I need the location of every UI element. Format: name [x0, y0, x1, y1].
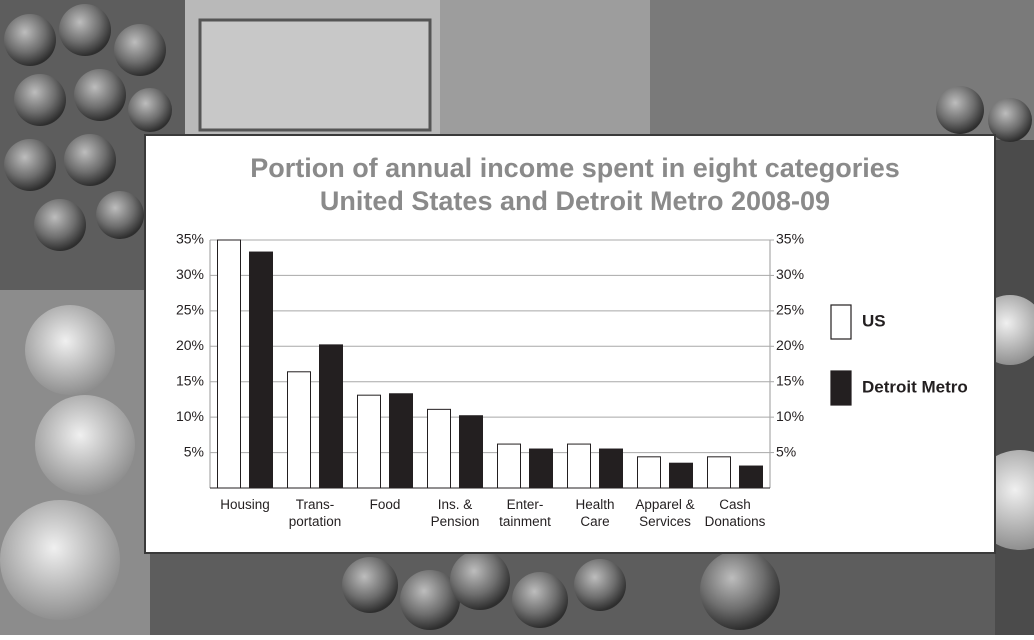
y2-tick-label: 15% — [776, 372, 804, 388]
y2-tick-label: 10% — [776, 408, 804, 424]
bar — [459, 415, 483, 489]
x-tick-label-line: Apparel & — [635, 497, 694, 512]
x-tick-label: Trans-portation — [289, 497, 342, 529]
y-tick-label: 20% — [176, 337, 204, 353]
x-tick-label-line: Ins. & — [438, 497, 473, 512]
y-tick-label: 10% — [176, 408, 204, 424]
x-tick-label-line: Services — [639, 514, 691, 529]
x-tick-label: Housing — [220, 497, 270, 512]
y2-tick-label: 5% — [776, 443, 796, 459]
y2-tick-label: 35% — [776, 231, 804, 247]
bar — [287, 371, 311, 489]
bar — [217, 239, 241, 489]
bar — [739, 465, 763, 489]
y2-tick-label: 25% — [776, 302, 804, 318]
bar — [319, 344, 343, 489]
x-tick-label: Health Care — [575, 497, 614, 529]
bar — [567, 443, 591, 489]
legend-swatch — [830, 370, 852, 406]
y2-tick-label: 30% — [776, 266, 804, 282]
bar — [529, 448, 553, 489]
x-tick-label-line: Food — [370, 497, 401, 512]
bar — [707, 456, 731, 489]
x-tick-label-line: Cash — [719, 497, 751, 512]
x-tick-label: Apparel & Services — [635, 497, 694, 529]
x-tick-label-line: Housing — [220, 497, 270, 512]
bar — [357, 394, 381, 489]
x-tick-label: Enter-tainment — [499, 497, 551, 529]
x-tick-label: Ins. & Pension — [431, 497, 480, 529]
bar — [637, 456, 661, 489]
legend-swatch — [830, 304, 852, 340]
bar — [497, 443, 521, 489]
y-tick-label: 30% — [176, 266, 204, 282]
y-tick-label: 25% — [176, 302, 204, 318]
x-tick-label-line: Care — [580, 514, 609, 529]
bar — [427, 408, 451, 489]
x-tick-label-line: Health — [575, 497, 614, 512]
x-tick-label-line: Enter- — [507, 497, 544, 512]
x-tick-label-line: portation — [289, 514, 342, 529]
bar — [389, 393, 413, 489]
x-tick-label-line: tainment — [499, 514, 551, 529]
y-tick-label: 35% — [176, 231, 204, 247]
y-tick-label: 15% — [176, 372, 204, 388]
x-tick-label: Food — [370, 497, 401, 512]
bar — [599, 448, 623, 489]
legend-label: US — [862, 311, 886, 330]
x-tick-label-line: Trans- — [296, 497, 335, 512]
chart-subtitle: United States and Detroit Metro 2008-09 — [320, 186, 830, 216]
bar — [249, 251, 273, 489]
y2-tick-label: 20% — [776, 337, 804, 353]
y-tick-label: 5% — [184, 443, 204, 459]
chart-title: Portion of annual income spent in eight … — [250, 153, 900, 183]
legend-label: Detroit Metro — [862, 377, 968, 396]
x-tick-label-line: Pension — [431, 514, 480, 529]
x-tick-label: Cash Donations — [705, 497, 766, 529]
bar — [669, 462, 693, 489]
x-tick-label-line: Donations — [705, 514, 766, 529]
